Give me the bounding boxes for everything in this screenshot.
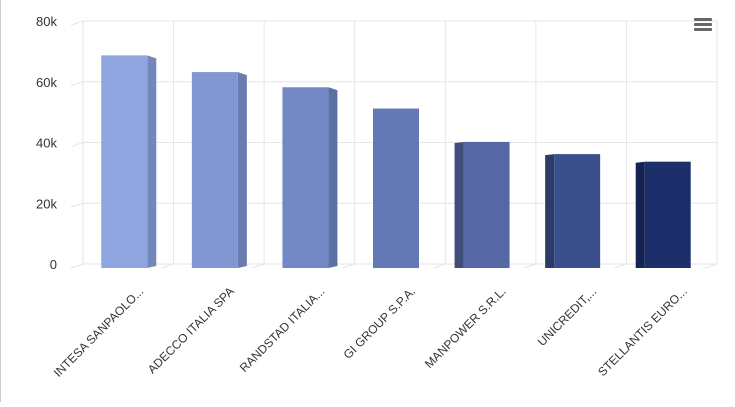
- bar-side: [147, 55, 157, 268]
- x-tick-label: INTESA SANPAOLO...: [51, 284, 147, 380]
- bar-front: [373, 108, 419, 268]
- bar: [454, 141, 510, 268]
- bar: [635, 161, 691, 268]
- bar-side: [545, 154, 555, 268]
- floor-line: [433, 263, 446, 269]
- bar-front: [554, 154, 601, 268]
- y-tick-label: 80k: [36, 14, 57, 29]
- gridline-wall: [70, 81, 84, 87]
- bar: [191, 72, 247, 268]
- floor-line: [70, 263, 84, 269]
- bar-side: [328, 87, 338, 268]
- gridline-wall: [70, 142, 84, 147]
- hamburger-menu-icon[interactable]: [694, 18, 712, 32]
- floor-line: [523, 263, 537, 269]
- x-tick-label: MANPOWER S.R.L.: [422, 284, 509, 371]
- bar-side: [237, 72, 247, 268]
- floor-line: [161, 263, 174, 269]
- bar: [282, 87, 338, 268]
- x-tick-label: STELLANTIS EURO...: [595, 284, 690, 379]
- floor-line: [342, 263, 355, 269]
- x-tick-label: UNICREDIT,...: [535, 284, 600, 349]
- y-tick-label: 40k: [36, 136, 57, 151]
- bar-front: [463, 141, 510, 268]
- floor-line: [704, 263, 718, 269]
- bar-front: [644, 161, 691, 268]
- bar: [545, 154, 601, 268]
- y-tick-label: 0: [50, 257, 57, 272]
- bar: [101, 55, 157, 268]
- bar-side: [635, 161, 645, 268]
- x-tick-label: GI GROUP S.P.A.: [341, 284, 418, 361]
- bar: [373, 108, 419, 268]
- y-tick-label: 20k: [36, 196, 57, 211]
- y-tick-label: 60k: [36, 75, 57, 90]
- floor-line: [251, 263, 265, 269]
- gridline-wall: [70, 202, 84, 208]
- gridline-wall: [70, 20, 84, 26]
- floor-line: [614, 263, 627, 269]
- bar-front: [101, 55, 148, 268]
- x-tick-label: ADECCO ITALIA SPA: [145, 284, 237, 376]
- bar-front: [282, 87, 329, 268]
- bar-front: [191, 72, 238, 268]
- x-tick-label: RANDSTAD ITALIA...: [237, 284, 328, 375]
- bar-side: [454, 141, 464, 268]
